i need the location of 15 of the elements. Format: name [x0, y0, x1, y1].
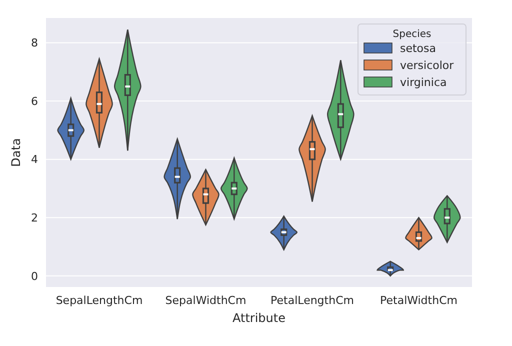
legend-label: versicolor — [400, 59, 454, 72]
y-axis-title: Data — [9, 138, 23, 167]
y-tick-label: 2 — [31, 211, 38, 224]
x-axis-title: Attribute — [232, 311, 286, 325]
y-tick-label: 4 — [31, 153, 38, 166]
legend-label: setosa — [400, 42, 436, 55]
x-tick-label: SepalLengthCm — [56, 294, 143, 307]
x-tick-label: SepalWidthCm — [165, 294, 246, 307]
legend-title: Species — [392, 29, 432, 40]
x-tick-label: PetalLengthCm — [270, 294, 354, 307]
legend-label: virginica — [400, 76, 447, 89]
y-tick-label: 8 — [31, 36, 38, 50]
x-tick-label: PetalWidthCm — [380, 294, 458, 307]
y-tick-label: 0 — [31, 270, 38, 283]
y-tick-label: 6 — [31, 94, 38, 108]
